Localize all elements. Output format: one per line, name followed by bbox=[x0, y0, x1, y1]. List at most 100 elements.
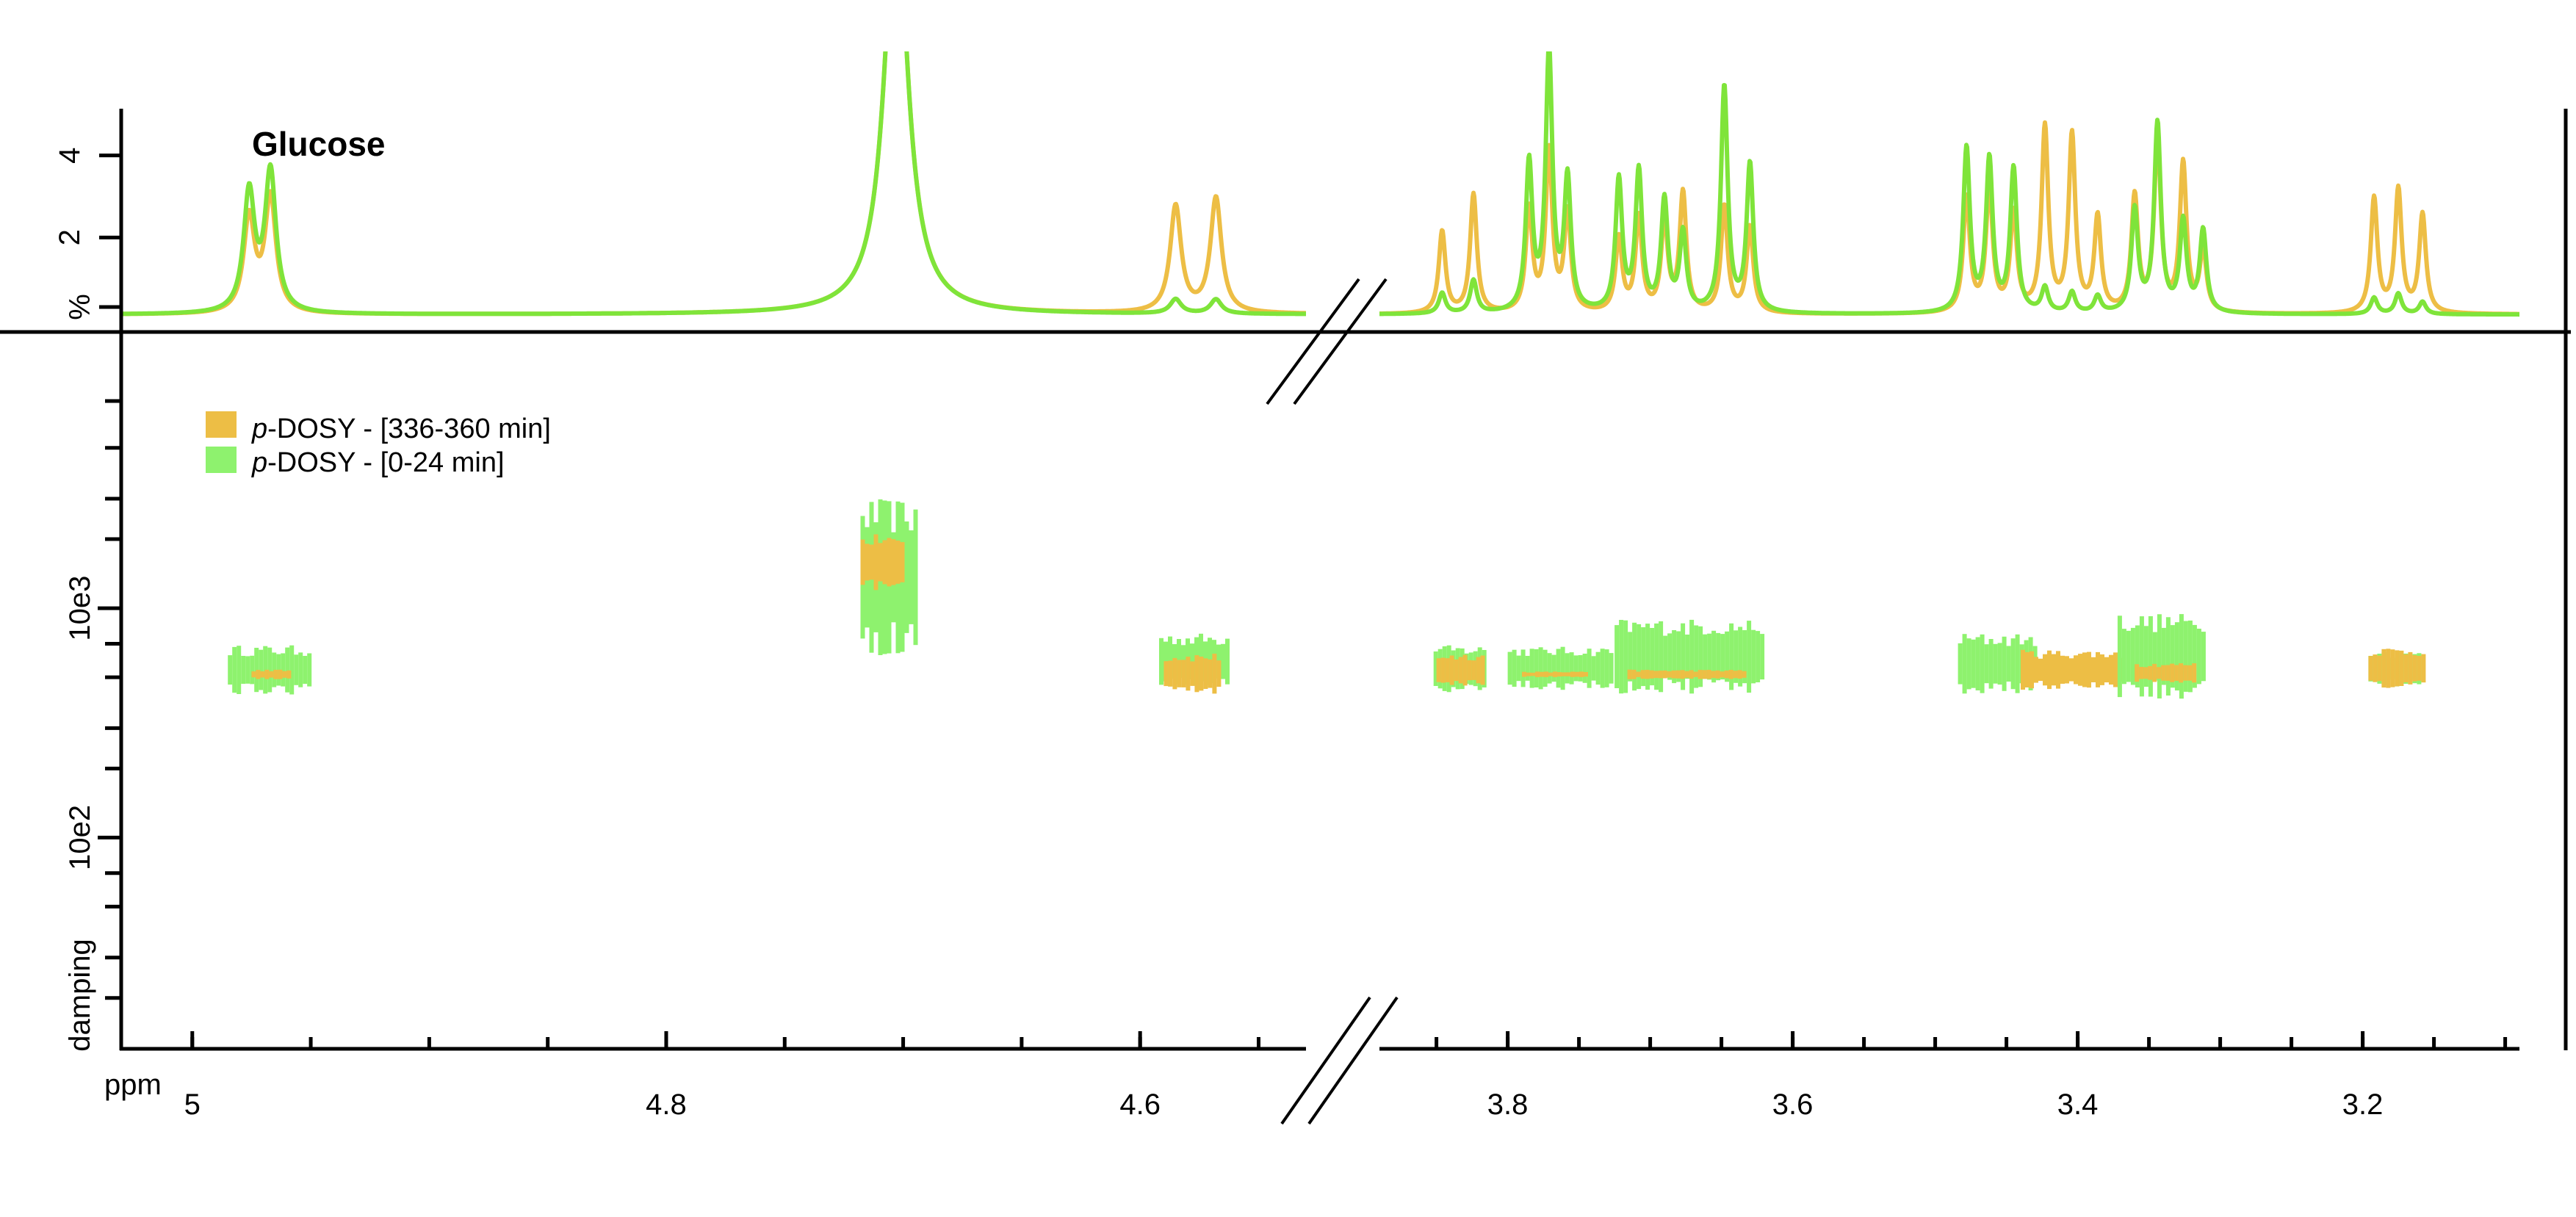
dosy-cell bbox=[1715, 670, 1720, 679]
dosy-cell bbox=[2060, 655, 2065, 684]
dosy-cell bbox=[2165, 617, 2171, 696]
dosy-cell bbox=[2139, 616, 2144, 697]
dosy-cell bbox=[2403, 654, 2409, 682]
dosy-cell bbox=[2139, 667, 2144, 679]
dosy-cell bbox=[1619, 620, 1624, 694]
dosy-cell bbox=[865, 544, 870, 581]
dosy-cell bbox=[1525, 656, 1530, 681]
dosy-cell bbox=[2170, 663, 2175, 682]
dosy-cell bbox=[1628, 632, 1633, 682]
dosy-cell bbox=[1462, 654, 1468, 686]
dosy-cell bbox=[1538, 647, 1543, 690]
dosy-cell bbox=[1471, 660, 1476, 680]
legend-item-early: p-DOSY - [0-24 min] bbox=[206, 447, 505, 478]
dosy-cell bbox=[241, 656, 246, 685]
dosy-cell bbox=[1720, 671, 1725, 678]
dosy-cell bbox=[1997, 643, 2002, 685]
axes: 5 4.8 4.6 3.8 3.6 3.4 3.2 2 4 10e3 10e2 bbox=[0, 109, 2571, 1125]
dosy-cell bbox=[1575, 671, 1579, 677]
dosy-cell bbox=[2025, 651, 2030, 687]
dosy-cell bbox=[1966, 638, 1971, 690]
dosy-cell bbox=[1640, 670, 1645, 679]
dosy-cell bbox=[2377, 655, 2382, 682]
dosy-cell bbox=[1216, 660, 1222, 687]
dosy-cell bbox=[1681, 623, 1686, 690]
dosy-cell bbox=[1560, 646, 1565, 690]
dosy-cell bbox=[1667, 671, 1672, 678]
dosy-cell bbox=[1698, 670, 1703, 679]
dosy-cell bbox=[2196, 629, 2201, 685]
dosy-cell bbox=[269, 671, 274, 678]
dosy-cell bbox=[1742, 630, 1747, 684]
dosy-cell bbox=[2170, 625, 2175, 688]
x-tick-label: 3.6 bbox=[1772, 1088, 1814, 1121]
dosy-cell bbox=[1445, 658, 1450, 682]
dosy-cell bbox=[1566, 672, 1570, 676]
dosy-cell bbox=[2002, 636, 2007, 691]
dosy-cell bbox=[1698, 626, 1703, 687]
dosy-cell bbox=[2165, 665, 2171, 681]
dosy-cell bbox=[2121, 629, 2126, 685]
dosy-cell bbox=[1458, 657, 1463, 684]
dosy-cell bbox=[1706, 670, 1711, 679]
dosy-cell bbox=[1551, 654, 1556, 682]
dosy-cell bbox=[2390, 649, 2395, 687]
dosy-cell bbox=[1680, 670, 1685, 679]
dosy-cell bbox=[2368, 656, 2373, 681]
dosy-cell bbox=[1747, 621, 1752, 693]
dosy-cell bbox=[1636, 671, 1641, 677]
dosy-cell bbox=[2192, 663, 2197, 683]
dosy-cell bbox=[1436, 658, 1441, 682]
dosy-cell bbox=[1653, 671, 1659, 679]
dosy-cell bbox=[2157, 614, 2162, 698]
dosy-cell bbox=[2047, 650, 2052, 690]
dosy-y-tick-label: 10e3 bbox=[64, 576, 96, 641]
dosy-cell bbox=[1684, 671, 1689, 678]
axis-break-mark bbox=[1307, 996, 1399, 1125]
dosy-y-label: damping bbox=[64, 939, 96, 1051]
dosy-cell bbox=[2043, 654, 2047, 686]
dosy-cell bbox=[2187, 620, 2193, 693]
dosy-cell bbox=[1637, 624, 1642, 690]
dosy-cell bbox=[1548, 672, 1553, 676]
dosy-cell bbox=[260, 671, 265, 678]
dosy-cell bbox=[1168, 660, 1173, 687]
dosy-cell bbox=[1738, 626, 1743, 687]
dosy-cell bbox=[237, 646, 242, 694]
dosy-cell bbox=[1570, 671, 1575, 677]
dosy-cell bbox=[232, 646, 237, 693]
dosy-cell bbox=[2373, 654, 2378, 682]
dosy-cell bbox=[2109, 654, 2113, 685]
dosy-cell bbox=[1516, 655, 1521, 682]
dosy-cell bbox=[1988, 639, 1994, 689]
dosy-cell bbox=[1557, 672, 1562, 677]
dosy-cell bbox=[278, 669, 283, 679]
dosy-cell bbox=[1663, 635, 1668, 678]
dosy-cell bbox=[1971, 639, 1976, 688]
dosy-cell bbox=[2381, 649, 2386, 688]
dosy-cluster-late-1 bbox=[251, 669, 292, 679]
dosy-cell bbox=[2395, 650, 2400, 687]
dosy-cell bbox=[1186, 657, 1191, 691]
dosy-cell bbox=[1225, 638, 1230, 685]
x-tick-label: 5 bbox=[184, 1088, 201, 1121]
legend-item-late: p-DOSY - [336-360 min] bbox=[206, 411, 551, 444]
dosy-cell bbox=[904, 521, 909, 633]
dosy-cell bbox=[1729, 623, 1734, 690]
spectrum-y-label: % bbox=[64, 294, 96, 320]
dosy-cell bbox=[2030, 651, 2034, 689]
dosy-cell bbox=[1476, 657, 1481, 684]
dosy-cell bbox=[2152, 632, 2157, 681]
dosy-cell bbox=[228, 655, 233, 685]
dosy-cell bbox=[2117, 615, 2122, 698]
spectrum-line-early-seg0 bbox=[121, 51, 1306, 317]
dosy-cell bbox=[1984, 644, 1989, 684]
dosy-cell bbox=[1641, 627, 1646, 687]
dosy-cell bbox=[1693, 671, 1698, 677]
dosy-cell bbox=[1579, 671, 1584, 677]
dosy-cell bbox=[1614, 625, 1620, 688]
x-tick-label: 3.8 bbox=[1487, 1088, 1529, 1121]
dosy-cell bbox=[1632, 622, 1637, 691]
x-tick-label: 3.4 bbox=[2057, 1088, 2099, 1121]
dosy-cell bbox=[900, 542, 905, 582]
